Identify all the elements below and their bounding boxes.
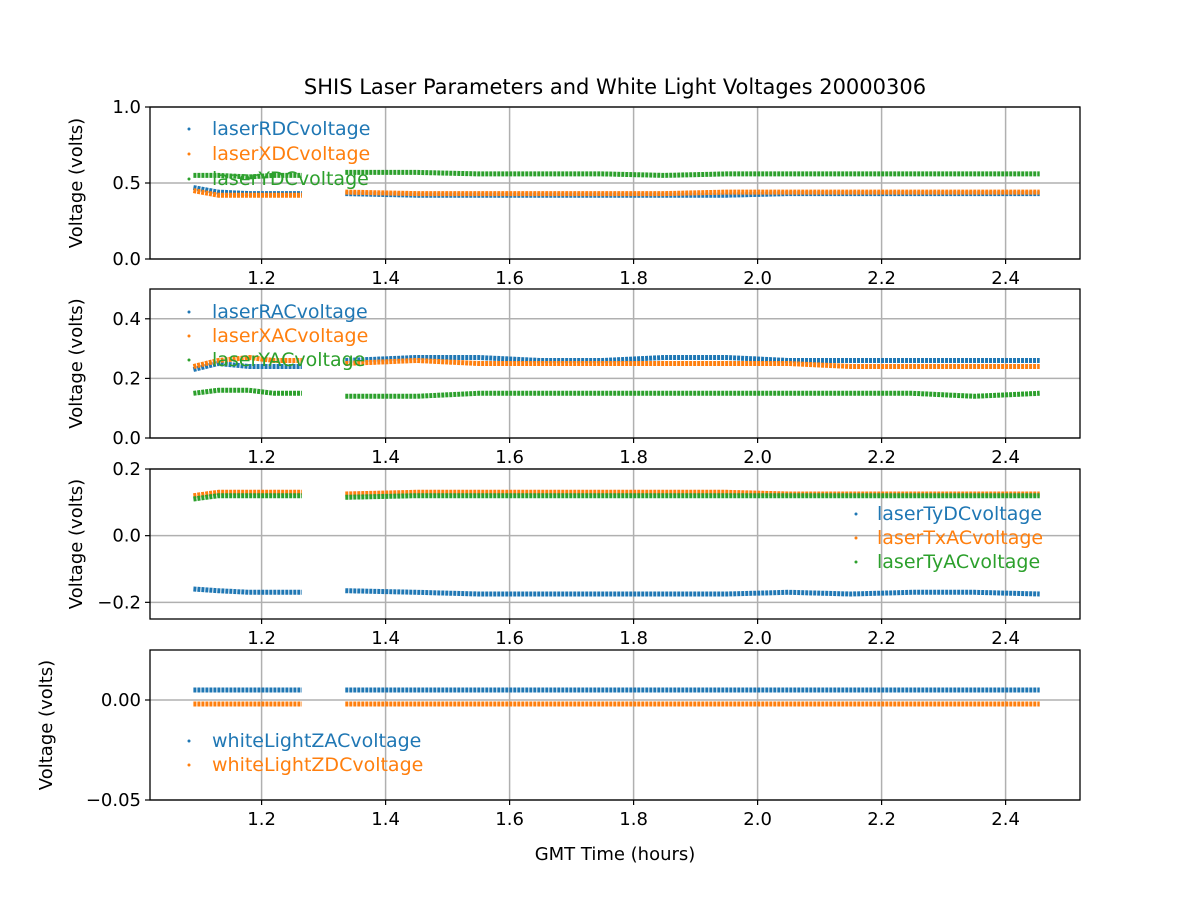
legend-label: laserYACvoltage <box>212 349 365 371</box>
y-tick-label: 0.0 <box>112 526 141 547</box>
data-series-laserTyACvoltage <box>193 493 302 502</box>
panel-1: 1.2 1.4 1.6 1.8 2.0 2.2 2.4 0.0 0.5 1.0 Voltage (v… <box>66 97 1081 289</box>
legend-label: laserRDCvoltage <box>212 118 370 140</box>
legend-label: whiteLightZDCvoltage <box>212 754 423 776</box>
panel-4: 1.2 1.4 1.6 1.8 2.0 2.2 2.4 −0.05 0.00 Voltage (v… <box>36 649 1081 830</box>
legend-marker <box>854 560 858 564</box>
x-tick-label: 1.6 <box>495 628 524 649</box>
legend-marker <box>187 739 191 743</box>
data-series-laserTyACvoltage <box>345 493 1040 500</box>
x-tick-label: 2.2 <box>867 628 896 649</box>
data-series-laserXACvoltage <box>345 358 1040 369</box>
y-tick-label: 0.00 <box>101 690 141 711</box>
data-series-laserYDCvoltage <box>345 169 1040 178</box>
x-tick-label: 2.4 <box>991 447 1020 468</box>
legend-marker <box>187 763 191 767</box>
x-tick-label: 2.0 <box>743 268 772 289</box>
x-tick-label: 1.4 <box>371 809 400 830</box>
y-tick-label: −0.2 <box>97 592 141 613</box>
y-axis-label: Voltage (volts) <box>66 298 87 428</box>
y-axis-label: Voltage (volts) <box>36 660 57 790</box>
y-tick-label: 0.2 <box>112 459 141 480</box>
y-tick-label: 1.0 <box>112 97 141 118</box>
x-tick-label: 2.2 <box>867 268 896 289</box>
x-tick-label: 1.8 <box>619 809 648 830</box>
panel-2: 1.2 1.4 1.6 1.8 2.0 2.2 2.4 0.0 0.2 0.4 Voltage (v… <box>66 288 1081 468</box>
x-tick-label: 1.8 <box>619 268 648 289</box>
x-tick-label: 1.6 <box>495 268 524 289</box>
legend-label: laserTyACvoltage <box>877 551 1040 573</box>
x-tick-label: 1.6 <box>495 809 524 830</box>
x-tick-label: 1.4 <box>371 268 400 289</box>
panel-3: 1.2 1.4 1.6 1.8 2.0 2.2 2.4 −0.2 0.0 0.2 Voltage (… <box>66 459 1081 649</box>
x-tick-label: 2.0 <box>743 447 772 468</box>
chart-title: SHIS Laser Parameters and White Light Vo… <box>304 75 926 99</box>
axes-frame <box>149 468 1081 620</box>
y-axis-label: Voltage (volts) <box>66 118 87 248</box>
legend-marker <box>854 536 858 540</box>
y-tick-label: 0.0 <box>112 249 141 270</box>
legend-marker <box>187 127 191 131</box>
x-tick-label: 1.2 <box>247 628 276 649</box>
legend-label: laserTyDCvoltage <box>877 503 1042 525</box>
legend: laserRACvoltagelaserXACvoltagelaserYACvo… <box>187 301 368 371</box>
x-tick-label: 2.2 <box>867 809 896 830</box>
x-tick-label: 1.8 <box>619 628 648 649</box>
y-tick-label: 0.2 <box>112 368 141 389</box>
x-tick-label: 2.0 <box>743 628 772 649</box>
data-series-laserYACvoltage <box>193 387 302 396</box>
data-series-laserYDCvoltage <box>193 172 302 180</box>
legend-marker <box>187 310 191 314</box>
x-tick-label: 2.0 <box>743 809 772 830</box>
legend-label: whiteLightZACvoltage <box>212 730 421 752</box>
y-tick-label: −0.05 <box>86 790 141 811</box>
legend: laserTyDCvoltagelaserTxACvoltagelaserTyA… <box>854 503 1043 573</box>
axes-frame <box>149 288 1081 439</box>
legend-marker <box>187 334 191 338</box>
y-tick-label: 0.0 <box>112 428 141 449</box>
y-axis-label: Voltage (volts) <box>66 479 87 609</box>
x-tick-label: 1.2 <box>247 268 276 289</box>
data-series-laserRACvoltage <box>345 355 1040 363</box>
data-series-laserTxACvoltage <box>193 489 302 499</box>
x-tick-label: 1.2 <box>247 809 276 830</box>
x-tick-label: 1.2 <box>247 447 276 468</box>
legend-label: laserTxACvoltage <box>877 527 1043 549</box>
y-tick-label: 0.4 <box>112 309 141 330</box>
axes-frame <box>149 649 1081 801</box>
x-tick-label: 1.8 <box>619 447 648 468</box>
legend-marker <box>854 512 858 516</box>
data-series-laserXDCvoltage <box>345 189 1040 197</box>
data-series-laserTyDCvoltage <box>193 586 302 595</box>
x-tick-label: 2.4 <box>991 268 1020 289</box>
data-series-laserYACvoltage <box>345 390 1040 399</box>
data-series-laserTyDCvoltage <box>345 588 1040 597</box>
x-axis-label: GMT Time (hours) <box>535 844 696 865</box>
x-tick-label: 2.4 <box>991 628 1020 649</box>
x-tick-label: 1.4 <box>371 447 400 468</box>
legend-marker <box>187 177 191 181</box>
data-series-laserRACvoltage <box>192 361 302 372</box>
legend-label: laserXDCvoltage <box>212 143 370 165</box>
legend: laserRDCvoltage laserXDCvoltage laserYDCvo… <box>187 118 370 190</box>
legend-label: laserYDCvoltage <box>212 168 369 190</box>
x-tick-label: 2.4 <box>991 809 1020 830</box>
data-series-laserXDCvoltage <box>192 188 302 198</box>
legend-marker <box>187 358 191 362</box>
data-series-laserXACvoltage <box>192 355 302 369</box>
x-tick-label: 1.6 <box>495 447 524 468</box>
legend-label: laserRACvoltage <box>212 301 368 323</box>
x-tick-label: 1.4 <box>371 628 400 649</box>
x-tick-label: 2.2 <box>867 447 896 468</box>
y-tick-label: 0.5 <box>112 173 141 194</box>
legend-label: laserXACvoltage <box>212 325 368 347</box>
legend-marker <box>187 152 191 156</box>
